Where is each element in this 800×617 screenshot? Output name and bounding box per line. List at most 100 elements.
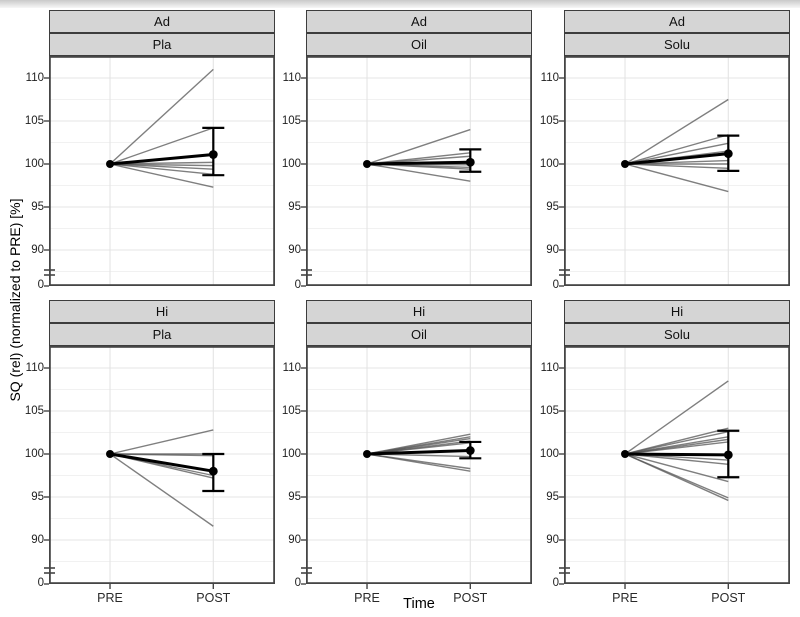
subject-line [624,142,729,165]
subject-line [109,68,214,165]
y-tick-label: 95 [31,201,44,213]
y-tick-label-zero: 0 [37,279,44,291]
facet-strip-col: Pla [49,33,275,56]
y-tick-label: 110 [282,362,301,374]
y-tick-label: 110 [25,72,44,84]
y-tick-label: 90 [546,244,559,256]
y-tick-label: 105 [539,405,559,417]
x-tick-label: POST [453,591,488,605]
y-tick-label: 110 [540,362,559,374]
facet-strip-row: Hi [564,300,790,323]
y-tick-label-zero: 0 [37,577,44,589]
y-tick-label: 105 [281,405,301,417]
mean-line [109,153,214,166]
subject-line [624,380,729,455]
x-tick-label: POST [196,591,231,605]
mean-point-post [465,157,475,167]
subject-line [624,453,729,483]
mean-line [109,452,214,473]
panel-border [305,345,532,584]
mean-line [366,160,471,166]
panel-border [563,345,790,584]
y-tick-label: 105 [24,115,44,127]
mean-point-post [465,446,475,455]
panel-border [563,55,790,286]
x-axis-title: Time [403,596,435,612]
subject-line [110,453,214,457]
x-tick-label: PRE [97,591,123,605]
y-tick-label-zero: 0 [294,279,301,291]
facet-panel [44,345,275,589]
x-tick-label: POST [711,591,746,605]
mean-point-post [208,466,218,476]
facet-strip-row: Ad [306,10,532,33]
panel-background [306,346,532,584]
y-tick-label: 100 [281,158,301,170]
mean-point-pre [106,160,115,168]
subject-line [624,163,729,193]
y-tick-label: 110 [540,72,559,84]
y-tick-label: 100 [281,448,301,460]
mean-line [366,449,471,456]
facet-panel [301,55,532,287]
y-tick-label: 100 [539,158,559,170]
mean-point-pre [106,450,115,458]
panel-border [305,55,532,286]
subject-line [366,453,471,472]
y-tick-label: 105 [281,115,301,127]
y-tick-label-zero: 0 [552,279,559,291]
mean-point-pre [621,160,630,168]
subject-line [109,163,214,176]
mean-point-post [208,150,218,159]
facet-strip-col: Pla [49,323,275,346]
y-tick-label: 105 [539,115,559,127]
y-tick-label: 105 [24,405,44,417]
subject-line [624,134,729,165]
x-tick-label: PRE [354,591,380,605]
x-tick-label: PRE [612,591,638,605]
subject-line [109,127,214,165]
panel-border [48,55,275,286]
subject-line [624,98,729,165]
y-tick-label: 100 [24,158,44,170]
y-tick-label: 110 [25,362,44,374]
panel-background [564,346,790,584]
facet-strip-col: Oil [306,33,532,56]
panel-background [564,56,790,286]
y-tick-label-zero: 0 [552,577,559,589]
mean-point-pre [363,160,372,168]
facet-panel [559,345,790,589]
y-tick-label: 90 [31,534,44,546]
y-tick-label: 90 [31,244,44,256]
facet-strip-col: Oil [306,323,532,346]
y-tick-label: 95 [288,201,301,213]
y-tick-label: 90 [546,534,559,546]
y-tick-label: 100 [24,448,44,460]
subject-line [624,453,729,466]
facet-panel [44,55,275,287]
subject-line [109,163,214,188]
y-tick-label: 90 [288,244,301,256]
subject-line [624,441,729,455]
y-tick-label: 95 [546,201,559,213]
facet-strip-row: Ad [564,10,790,33]
panel-background [306,56,532,286]
facet-strip-col: Solu [564,323,790,346]
facet-strip-row: Hi [306,300,532,323]
y-tick-label-zero: 0 [294,577,301,589]
mean-point-post [723,149,733,159]
panel-background [49,56,275,286]
subject-line [366,128,471,165]
mean-line [625,452,729,457]
mean-line [624,152,729,166]
y-tick-label: 95 [288,491,301,503]
subject-line [624,453,729,502]
facet-panel [301,345,532,589]
mean-point-pre [621,450,630,458]
window-top-edge [0,0,800,8]
subject-line [109,429,214,455]
subject-line [109,163,214,170]
subject-line [366,163,471,182]
subject-line [109,453,214,527]
